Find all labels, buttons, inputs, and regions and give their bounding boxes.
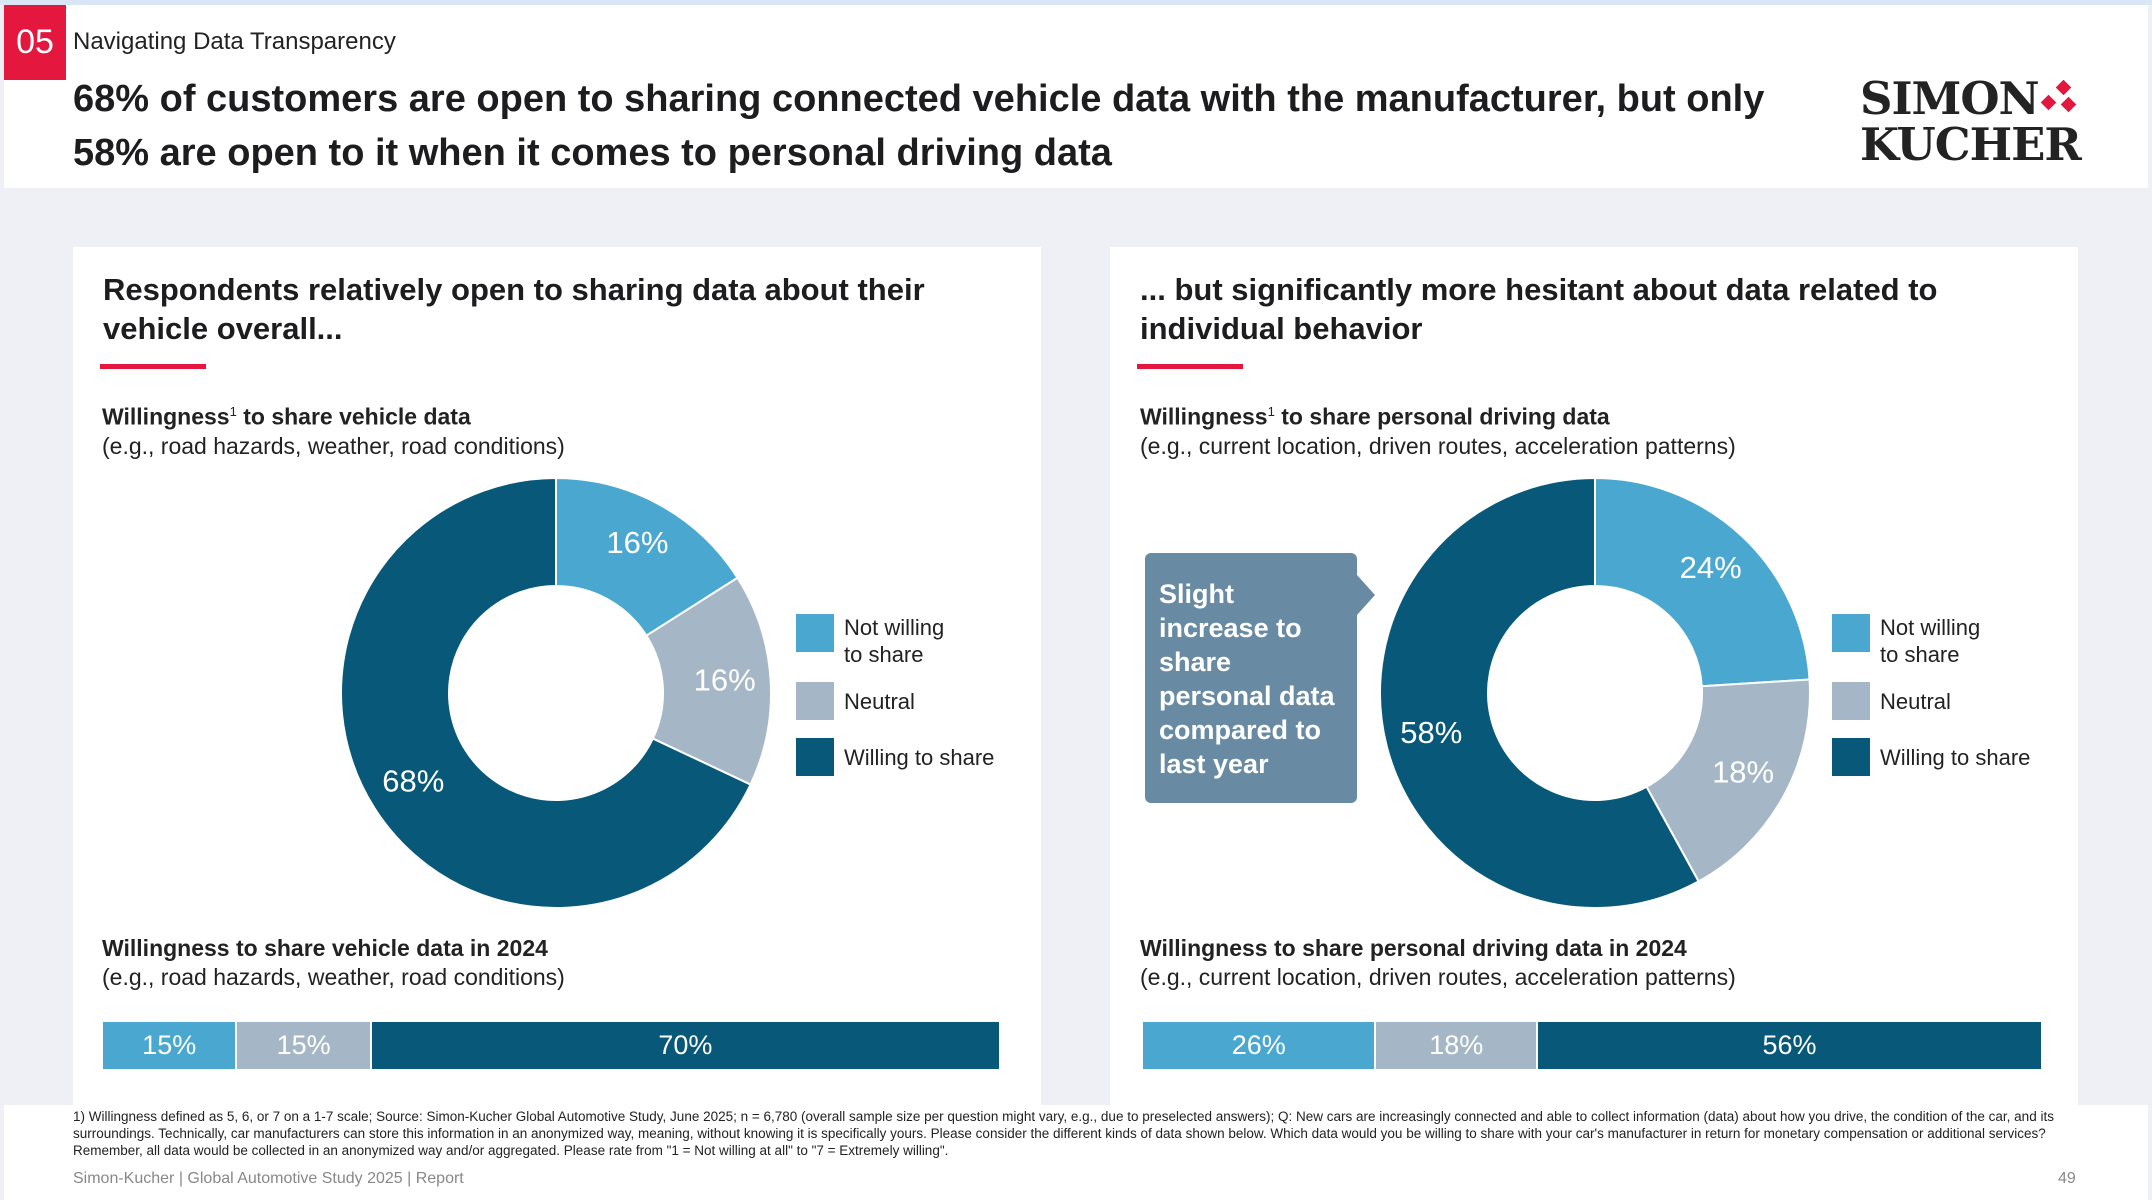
header	[4, 5, 2148, 188]
data-label: 24%	[1680, 550, 1742, 585]
bar-segment-not-willing: 26%	[1143, 1022, 1377, 1069]
bar-subtitle: Willingness to share personal driving da…	[1140, 934, 1736, 992]
legend-label: to share	[844, 642, 924, 667]
card-title: Respondents relatively open to sharing d…	[103, 272, 925, 346]
legend-label: Willing to share	[1880, 744, 2031, 770]
simon-kucher-logo: SIMON KUCHER	[1860, 72, 2082, 172]
donut-chart-vehicle: 16% 16% 68%	[340, 476, 772, 909]
bar-segment-neutral: 15%	[237, 1022, 372, 1069]
legend-label: Not willing	[1880, 615, 1981, 640]
stacked-bar-2024-personal: 26% 18% 56%	[1143, 1022, 2041, 1069]
section-title: Navigating Data Transparency	[73, 28, 396, 55]
subtitle-note: (e.g., current location, driven routes, …	[1140, 432, 1736, 459]
legend-willing: Willing to share	[796, 738, 994, 776]
title-underline	[100, 364, 206, 369]
legend-not-willing: Not willing to share	[796, 614, 994, 668]
legend-neutral: Neutral	[1832, 682, 2030, 720]
legend-swatch	[1832, 738, 1870, 776]
chart-subtitle: Willingness1 to share personal driving d…	[1140, 397, 1736, 461]
bar-title: Willingness to share vehicle data in 202…	[102, 935, 548, 961]
bar-title: Willingness to share personal driving da…	[1140, 935, 1687, 961]
card-title: ... but significantly more hesitant abou…	[1140, 272, 1938, 346]
subtitle-rest: to share vehicle data	[236, 403, 471, 430]
logo-text-line1: SIMON	[1860, 72, 2040, 125]
legend-label: Not willing	[844, 615, 945, 640]
legend-label: Neutral	[1880, 688, 1951, 714]
bar-note: (e.g., current location, driven routes, …	[1140, 964, 1736, 990]
data-label: 58%	[1400, 715, 1462, 750]
data-label: 16%	[694, 663, 756, 698]
legend-swatch	[796, 614, 834, 652]
footnote: 1) Willingness defined as 5, 6, or 7 on …	[73, 1109, 2054, 1158]
slice-neutral	[1645, 678, 1811, 883]
legend: Not willing to share Neutral Willing to s…	[1832, 614, 2030, 776]
footnote-marker: 1	[1267, 404, 1275, 419]
bar-note: (e.g., road hazards, weather, road condi…	[102, 964, 565, 990]
legend-swatch	[1832, 682, 1870, 720]
footer-source: Simon-Kucher | Global Automotive Study 2…	[73, 1170, 464, 1187]
legend-label: to share	[1880, 642, 1960, 667]
legend: Not willing to share Neutral Willing to s…	[796, 614, 994, 776]
legend-not-willing: Not willing to share	[1832, 614, 2030, 668]
annotation-callout: Slight increase to share personal data c…	[1145, 553, 1357, 803]
footer-area	[4, 1105, 2148, 1200]
bar-segment-willing: 70%	[371, 1022, 999, 1069]
slice-willing	[340, 476, 752, 909]
slice-not-willing	[555, 476, 739, 638]
bar-segment-neutral: 18%	[1376, 1022, 1539, 1069]
vehicle-data-card: Respondents relatively open to sharing d…	[73, 247, 1041, 1119]
data-label: 68%	[382, 764, 444, 799]
title-underline	[1137, 364, 1243, 369]
subtitle-note: (e.g., road hazards, weather, road condi…	[102, 432, 565, 459]
top-border	[0, 0, 2152, 5]
slice-neutral	[644, 576, 772, 786]
subtitle-rest: to share personal driving data	[1274, 403, 1610, 430]
chart-subtitle: Willingness1 to share vehicle data (e.g.…	[102, 397, 565, 461]
data-label: 18%	[1712, 755, 1774, 790]
legend-swatch	[1832, 614, 1870, 652]
section-number-badge: 05	[4, 5, 66, 80]
bar-segment-willing: 56%	[1538, 1022, 2041, 1069]
data-label: 16%	[606, 525, 668, 560]
subtitle-bold: Willingness	[102, 403, 230, 430]
logo-text-line2: KUCHER	[1860, 118, 2082, 171]
page-headline: 68% of customers are open to sharing con…	[73, 78, 1765, 174]
bar-subtitle: Willingness to share vehicle data in 202…	[102, 934, 565, 992]
slice-not-willing	[1594, 476, 1811, 688]
legend-label: Neutral	[844, 688, 915, 714]
page-number: 49	[2058, 1170, 2076, 1187]
callout-arrow	[1357, 575, 1375, 615]
stacked-bar-2024-vehicle: 15% 15% 70%	[103, 1022, 999, 1069]
legend-willing: Willing to share	[1832, 738, 2030, 776]
legend-label: Willing to share	[844, 744, 995, 770]
legend-swatch	[796, 682, 834, 720]
logo-diamonds-icon	[2040, 80, 2077, 113]
legend-swatch	[796, 738, 834, 776]
legend-neutral: Neutral	[796, 682, 994, 720]
subtitle-bold: Willingness	[1140, 403, 1268, 430]
slice-willing	[1379, 476, 1700, 909]
donut-chart-personal: 24% 18% 58%	[1379, 476, 1811, 909]
footnote-marker: 1	[229, 404, 237, 419]
bar-segment-not-willing: 15%	[103, 1022, 238, 1069]
